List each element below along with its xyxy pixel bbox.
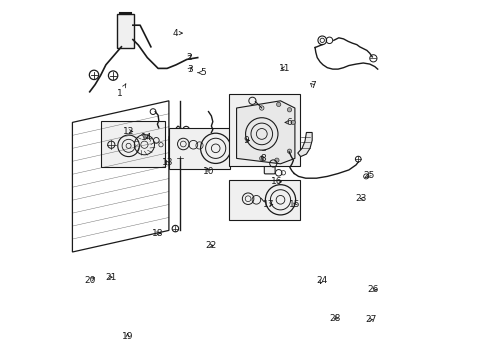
- FancyBboxPatch shape: [101, 121, 165, 167]
- Text: 27: 27: [365, 315, 376, 324]
- Text: 10: 10: [203, 166, 214, 176]
- FancyBboxPatch shape: [117, 14, 133, 48]
- Text: 28: 28: [329, 314, 340, 323]
- Text: 2: 2: [185, 53, 191, 62]
- Text: 18: 18: [151, 229, 163, 238]
- Text: 13: 13: [162, 158, 173, 167]
- Text: 21: 21: [105, 273, 116, 282]
- Text: 25: 25: [363, 171, 374, 180]
- Text: 11: 11: [279, 64, 290, 73]
- Text: 4: 4: [172, 29, 182, 38]
- Text: 8: 8: [260, 154, 265, 163]
- Circle shape: [290, 120, 295, 125]
- Text: 15: 15: [288, 200, 300, 209]
- Text: 5: 5: [198, 68, 206, 77]
- Text: 9: 9: [243, 136, 248, 145]
- FancyBboxPatch shape: [229, 94, 299, 166]
- Polygon shape: [236, 101, 294, 164]
- Polygon shape: [168, 126, 183, 158]
- Text: 19: 19: [122, 332, 133, 341]
- Text: 1: 1: [117, 84, 125, 98]
- FancyBboxPatch shape: [168, 128, 230, 169]
- Circle shape: [287, 108, 291, 112]
- Text: 12: 12: [122, 127, 134, 136]
- Text: 23: 23: [355, 194, 366, 203]
- Text: 17: 17: [263, 200, 274, 209]
- Text: 14: 14: [141, 133, 152, 142]
- Circle shape: [274, 158, 279, 162]
- Circle shape: [276, 102, 280, 107]
- Polygon shape: [297, 132, 311, 157]
- Text: 6: 6: [285, 118, 291, 127]
- Text: 20: 20: [84, 276, 96, 284]
- Circle shape: [287, 149, 291, 153]
- Text: 16: 16: [270, 177, 282, 186]
- Text: 26: 26: [367, 285, 378, 294]
- FancyBboxPatch shape: [229, 180, 299, 220]
- Circle shape: [259, 156, 264, 161]
- Text: 24: 24: [315, 276, 326, 285]
- Text: 3: 3: [186, 65, 192, 74]
- FancyBboxPatch shape: [264, 152, 275, 174]
- Text: 22: 22: [205, 241, 217, 250]
- Text: 7: 7: [309, 81, 315, 90]
